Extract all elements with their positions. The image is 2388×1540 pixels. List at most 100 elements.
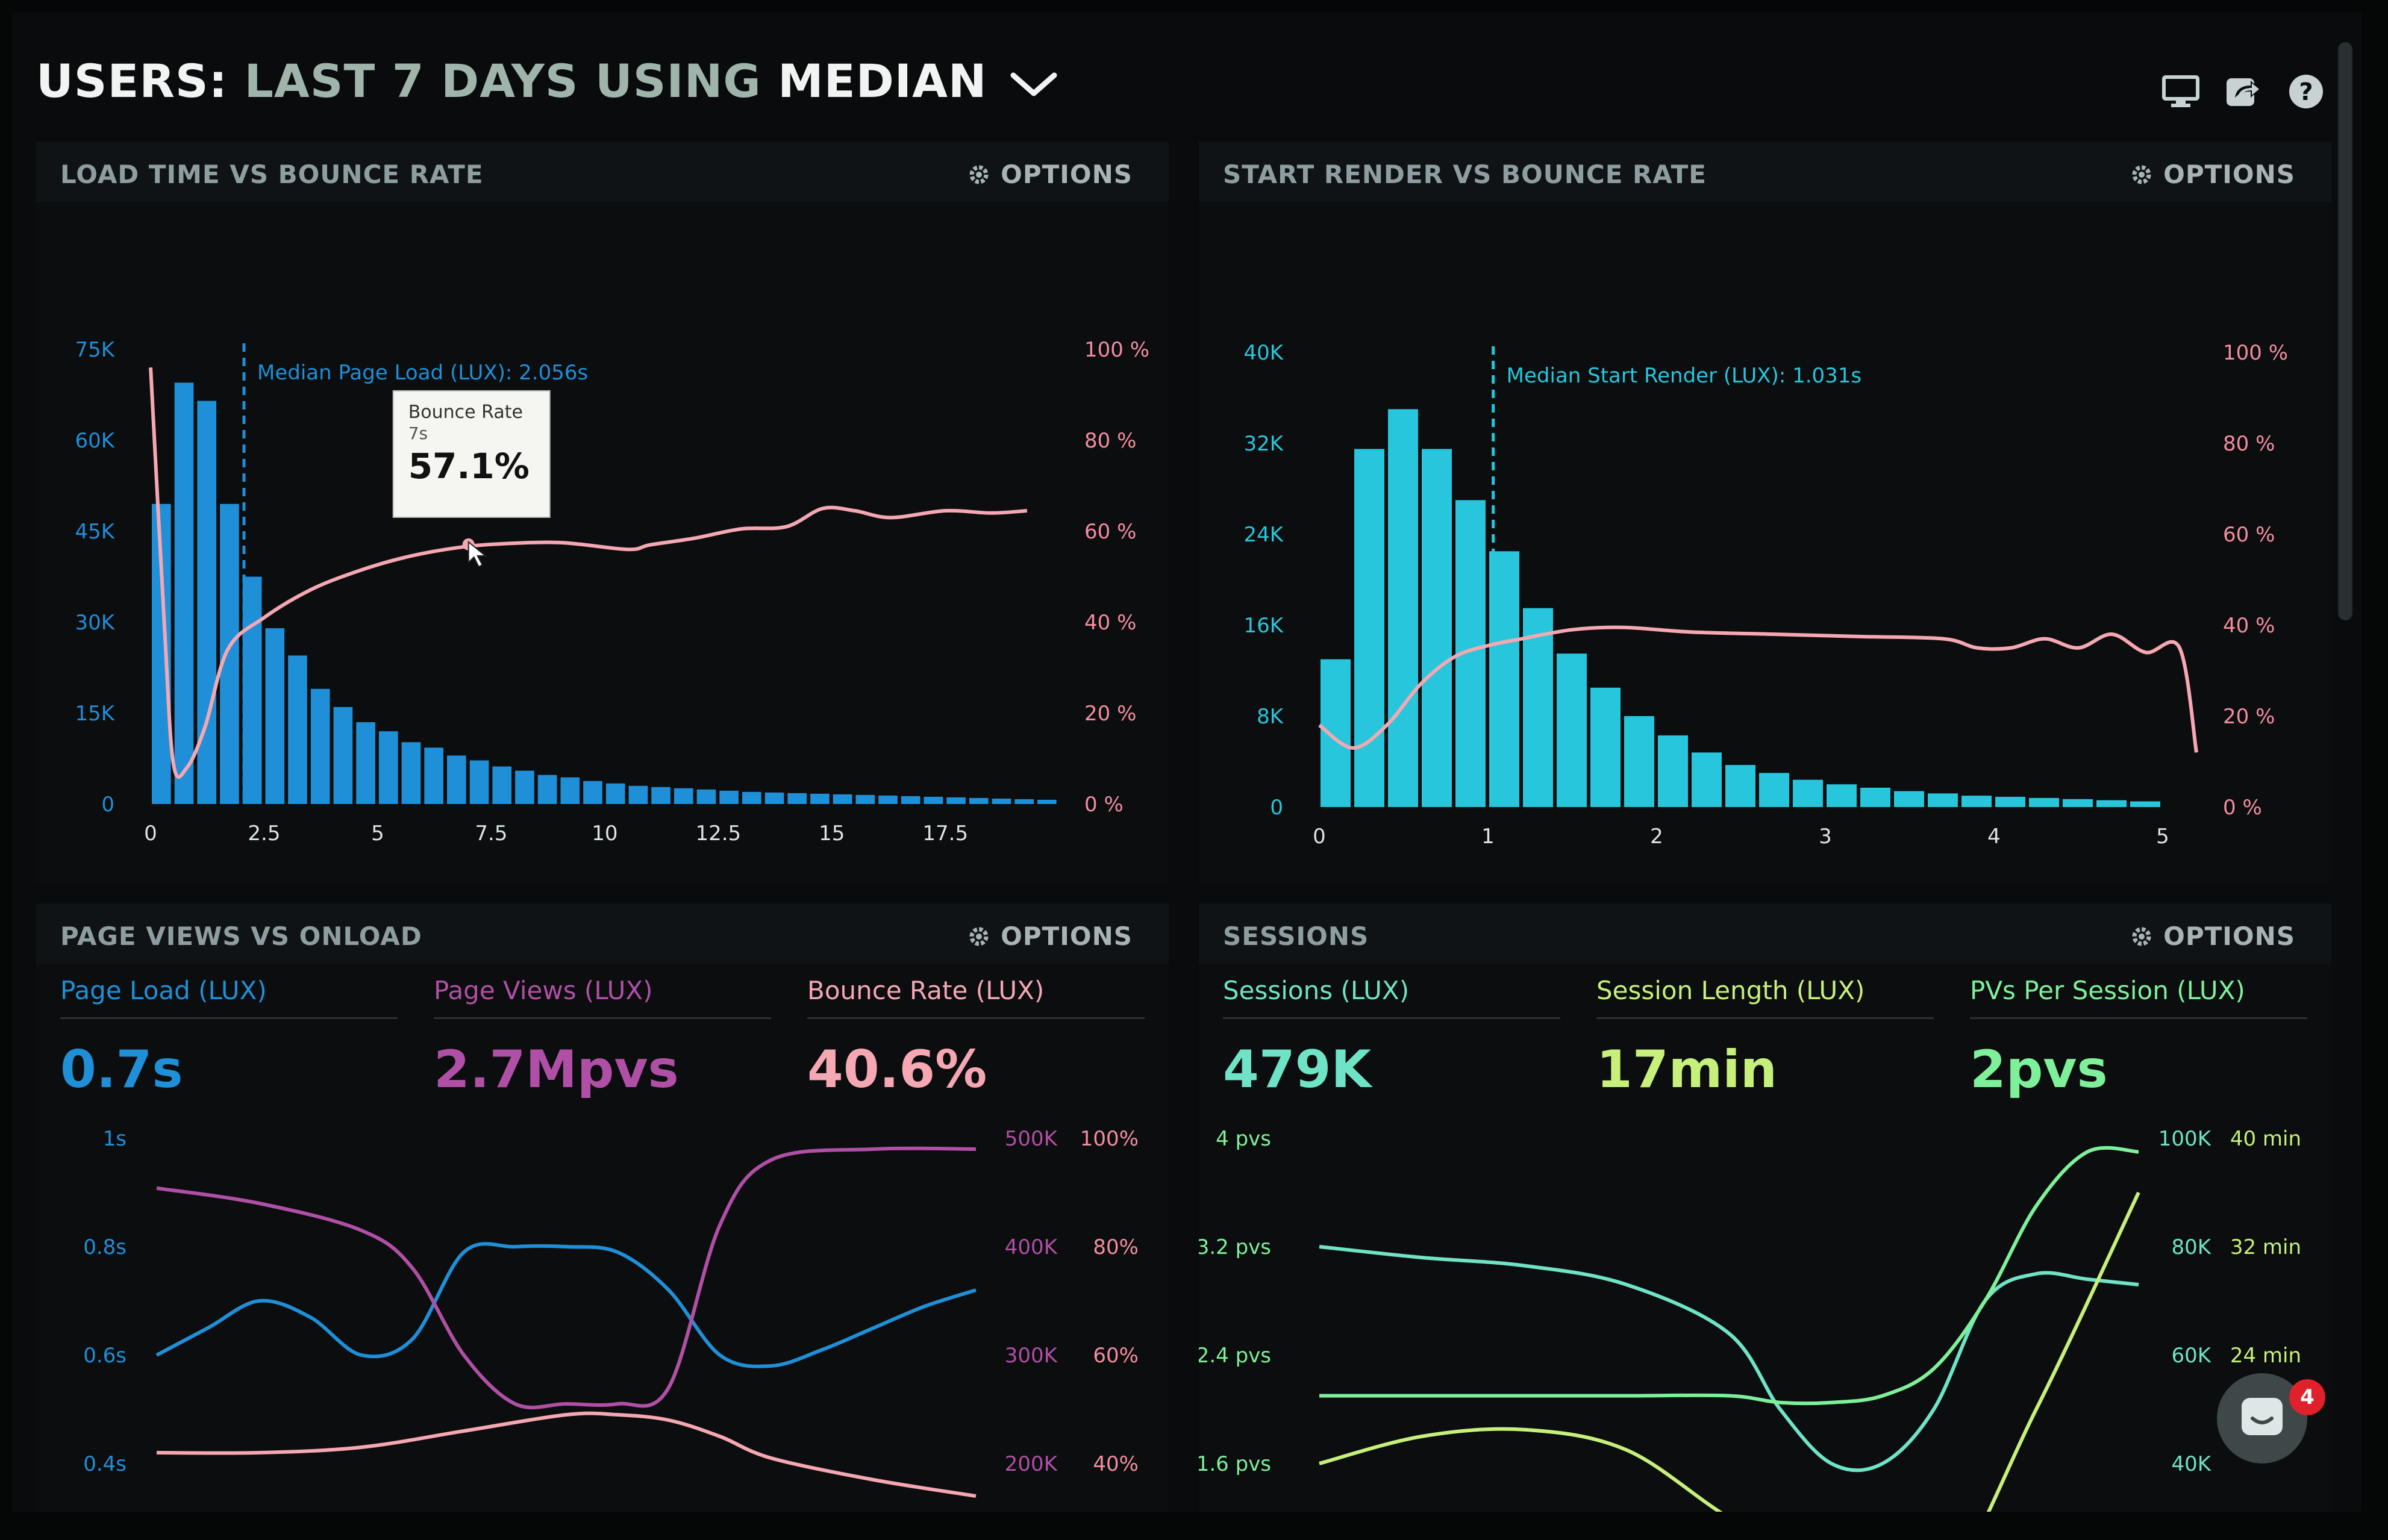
histogram-bar	[265, 628, 285, 804]
y-tick-label: 24K	[1243, 523, 1284, 547]
x-tick-label: 4	[1987, 825, 2001, 849]
metric-value: 17min	[1596, 1040, 1777, 1100]
x-tick-label: 1	[1481, 825, 1495, 849]
histogram-bar	[333, 706, 353, 804]
histogram-bar	[1321, 659, 1351, 807]
histogram-bar	[1961, 796, 1992, 807]
scrollbar[interactable]	[2337, 42, 2353, 620]
page-title[interactable]: USERS: LAST 7 DAYS USING MEDIAN	[36, 54, 1058, 108]
help-icon[interactable]: ?	[2287, 72, 2325, 111]
panel-title: PAGE VIEWS VS ONLOAD	[60, 921, 422, 951]
y2-tick-label: 0 %	[1084, 793, 1124, 817]
share-icon[interactable]	[2224, 72, 2263, 111]
header-toolbar: ?	[2161, 72, 2325, 111]
y-tick-label: 3.2 pvs	[1199, 1235, 1271, 1259]
metric-page-load[interactable]: Page Load (LUX) 0.7s	[60, 976, 398, 1100]
y-tick-label: 0	[101, 793, 114, 817]
gear-icon	[969, 165, 989, 184]
gear-icon	[969, 927, 989, 946]
histogram-bar	[560, 777, 580, 804]
y3-tick-label: 32 min	[2230, 1235, 2301, 1259]
options-button[interactable]: OPTIONS	[967, 921, 1133, 951]
y2-tick-label: 40 %	[1084, 611, 1136, 635]
histogram-bar	[969, 797, 989, 804]
histogram-bar	[605, 783, 625, 804]
tooltip-x: 7s	[408, 423, 428, 443]
histogram-bar	[1523, 608, 1553, 807]
y2-tick-label: 100 %	[2223, 341, 2288, 365]
histogram-bar	[628, 785, 648, 804]
histogram-bar	[174, 382, 194, 804]
x-tick-label: 17.5	[922, 821, 968, 846]
y-tick-label: 30K	[75, 611, 115, 635]
options-button[interactable]: OPTIONS	[2130, 921, 2295, 951]
histogram-bar	[356, 722, 375, 804]
options-label: OPTIONS	[2163, 921, 2295, 951]
panel-header: SESSIONS OPTIONS	[1199, 903, 2331, 964]
bounce-rate-line	[1318, 625, 2198, 753]
histogram-bar	[2063, 799, 2093, 807]
metric-bounce-rate[interactable]: Bounce Rate (LUX) 40.6%	[807, 976, 1145, 1100]
options-button[interactable]: OPTIONS	[967, 160, 1133, 189]
x-tick-label: 3	[1819, 825, 1832, 849]
x-tick-label: 10	[592, 821, 617, 846]
options-label: OPTIONS	[2163, 160, 2295, 189]
y2-tick-label: 80K	[2171, 1235, 2211, 1259]
tooltip-label: Bounce Rate	[408, 402, 523, 423]
histogram-bar	[833, 794, 852, 804]
metric-label: Session Length (LUX)	[1596, 976, 1934, 1019]
histogram-bar	[1354, 449, 1384, 807]
histogram-bar	[1014, 799, 1034, 804]
histogram-bar	[378, 731, 398, 804]
histogram-bar	[901, 796, 921, 804]
sessions-chart: 1.6 pvs 2.4 pvs 3.2 pvs 4 pvs 40K 60K 80K 100K 2…	[1199, 1127, 2301, 1512]
histogram-bar	[1725, 765, 1755, 807]
y-tick-label: 1.6 pvs	[1199, 1452, 1271, 1476]
histogram-bar	[764, 792, 784, 804]
median-annotation: Median Page Load (LUX): 2.056s	[257, 361, 588, 385]
metric-value: 40.6%	[807, 1040, 987, 1100]
histogram-bar	[220, 503, 239, 804]
histogram-bar	[924, 796, 943, 804]
histogram-bar	[2029, 797, 2059, 807]
y-tick-label: 16K	[1243, 614, 1284, 638]
chevron-down-icon[interactable]	[1010, 69, 1058, 99]
chat-icon	[2242, 1398, 2283, 1435]
metric-sessions[interactable]: Sessions (LUX) 479K	[1223, 976, 1560, 1100]
load-time-chart: 0 15K 30K 45K 60K 75K 0 % 20 % 40 % 60 % 80 % 100 %…	[75, 338, 1149, 882]
cursor-icon	[467, 540, 487, 568]
metric-session-length[interactable]: Session Length (LUX) 17min	[1596, 976, 1934, 1100]
y-tick-label: 0	[1270, 796, 1283, 820]
histogram-bar	[742, 791, 761, 804]
monitor-icon[interactable]	[2161, 72, 2200, 111]
y2-tick-label: 80 %	[1084, 429, 1136, 453]
histogram-bar	[696, 789, 716, 804]
y-tick-label: 1s	[103, 1127, 127, 1151]
y3-tick-label: 40 min	[2230, 1127, 2301, 1151]
notification-badge: 4	[2289, 1379, 2325, 1415]
metric-pvs-per-session[interactable]: PVs Per Session (LUX) 2pvs	[1970, 976, 2307, 1100]
histogram-bar	[787, 793, 807, 804]
y2-tick-label: 60K	[2171, 1344, 2211, 1368]
panel-title: SESSIONS	[1223, 921, 1369, 951]
metric-page-views[interactable]: Page Views (LUX) 2.7Mpvs	[434, 976, 771, 1100]
histogram-bar	[1793, 779, 1823, 807]
histogram-bar	[537, 775, 557, 804]
tooltip-box	[392, 390, 551, 518]
sessions-panel: SESSIONS OPTIONS Sessions (LUX) 479K Ses…	[1199, 903, 2331, 1512]
histogram-bar	[1827, 784, 1857, 807]
histogram-bar	[492, 766, 512, 804]
dashboard-screen: USERS: LAST 7 DAYS USING MEDIAN ? LOAD T…	[12, 12, 2361, 1512]
options-button[interactable]: OPTIONS	[2130, 160, 2295, 189]
histogram-bar	[242, 576, 262, 804]
y-tick-label: 2.4 pvs	[1199, 1344, 1271, 1368]
histogram-bar	[1422, 449, 1452, 807]
page-views-chart: 0.4s 0.6s 0.8s 1s 200K 300K 400K 500K 40% 60% 80% 1…	[83, 1127, 1139, 1498]
histogram-bar	[2130, 801, 2160, 807]
histogram-bar	[1995, 797, 2025, 807]
y3-tick-label: 60%	[1093, 1344, 1139, 1368]
y-tick-label: 40K	[1243, 341, 1284, 365]
histogram-bar	[1590, 687, 1621, 807]
y-tick-label: 0.4s	[83, 1452, 127, 1476]
y-tick-label: 15K	[75, 702, 115, 726]
